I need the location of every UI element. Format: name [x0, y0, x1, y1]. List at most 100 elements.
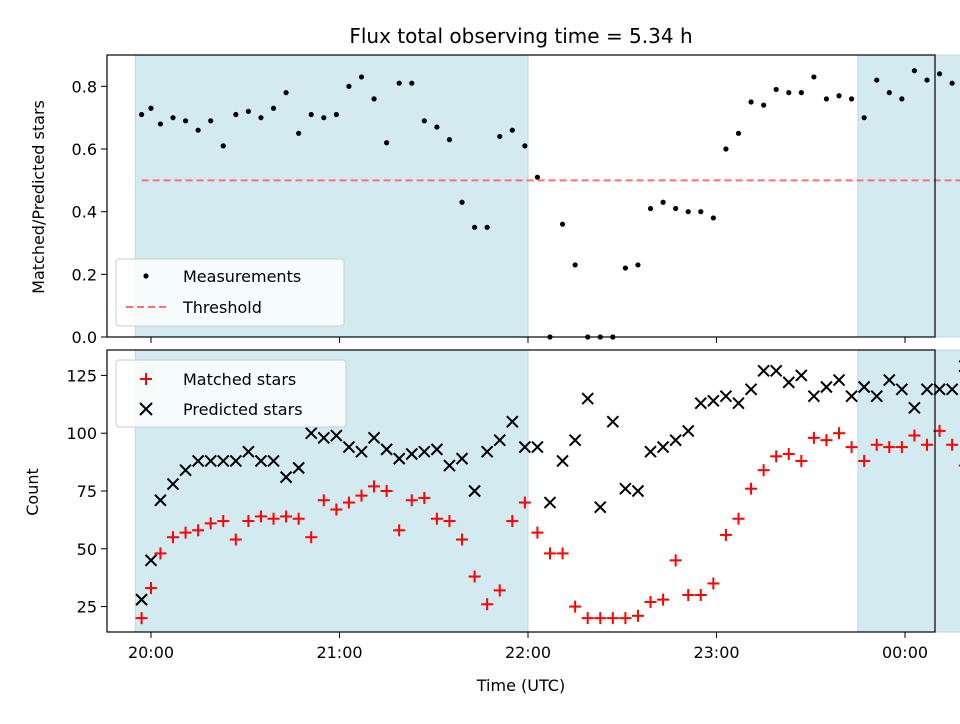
matched-star-point: [770, 450, 783, 463]
measurement-point: [270, 105, 277, 111]
measurement-point: [434, 124, 440, 130]
predicted-star-point: [204, 454, 217, 468]
matched-star-point: [305, 531, 318, 544]
predicted-star-point: [908, 401, 921, 414]
measurement-point: [497, 133, 503, 140]
measurement-point: [647, 205, 654, 212]
predicted-star-point: [644, 445, 657, 458]
measurement-point: [220, 143, 226, 149]
matched-star-point: [594, 612, 607, 625]
legend-predicted-label: Predicted stars: [183, 400, 303, 419]
matched-star-point: [506, 515, 519, 528]
predicted-star-point: [857, 380, 871, 394]
matched-star-point: [883, 441, 896, 454]
matched-star-point: [342, 496, 355, 509]
predicted-star-point: [807, 390, 821, 403]
matched-star-point: [644, 595, 657, 608]
x-tick-label: 20:00: [128, 643, 174, 662]
measurement-point: [245, 108, 251, 114]
top-legend-box: [115, 258, 345, 327]
measurement-point: [823, 96, 830, 102]
measurement-point: [698, 209, 704, 215]
matched-star-point: [833, 427, 846, 440]
matched-star-point: [795, 454, 808, 467]
predicted-star-point: [619, 482, 632, 495]
predicted-star-point: [531, 440, 544, 454]
measurement-point: [735, 130, 742, 136]
axis-ticks: 20:0021:0022:0023:0000:0001:0002:0003:00…: [66, 77, 928, 662]
measurement-point: [899, 96, 905, 102]
predicted-star-point: [945, 383, 959, 396]
matched-star-point: [745, 482, 758, 495]
legend-matched-marker: [140, 373, 152, 385]
matched-star-point: [468, 570, 481, 583]
measurement-point: [208, 118, 214, 124]
predicted-star-point: [443, 459, 456, 472]
matched-star-point: [518, 496, 531, 509]
bottom-y-tick-label: 125: [66, 366, 97, 385]
top-y-tick-label: 0.0: [72, 328, 97, 347]
matched-star-point: [179, 526, 192, 539]
matched-star-point: [619, 612, 632, 625]
measurement-point: [811, 74, 817, 80]
predicted-star-point: [719, 390, 733, 403]
predicted-star-point: [682, 424, 695, 438]
predicted-star-point: [581, 392, 594, 405]
predicted-star-point: [468, 484, 481, 498]
predicted-star-point: [355, 445, 368, 458]
predicted-star-point: [795, 369, 808, 382]
predicted-star-point: [144, 554, 158, 567]
measurement-point: [346, 83, 352, 89]
measurement-point: [572, 262, 578, 268]
predicted-star-point: [135, 593, 148, 606]
matched-star-point: [807, 431, 820, 444]
predicted-star-point: [631, 484, 645, 498]
matched-star-point: [682, 589, 695, 602]
predicted-star-point: [694, 396, 707, 410]
matched-star-point: [145, 582, 157, 595]
predicted-star-point: [342, 440, 356, 454]
predicted-star-point: [217, 454, 230, 468]
matched-star-point: [280, 510, 293, 523]
measurement-point: [371, 96, 377, 102]
bottom-legend: Matched stars Predicted stars: [115, 359, 347, 428]
matched-star-point: [355, 489, 368, 502]
measurement-point: [911, 68, 918, 74]
matched-star-point: [631, 609, 644, 622]
measurement-point: [484, 224, 490, 230]
matched-star-point: [920, 438, 933, 451]
matched-star-point: [405, 494, 418, 507]
top-panel-marks: [138, 68, 960, 340]
matched-star-point: [493, 584, 506, 597]
measurement-point: [622, 265, 628, 271]
chart-title: Flux total observing time = 5.34 h: [349, 24, 692, 48]
predicted-star-point: [305, 427, 318, 440]
matched-star-point: [757, 464, 770, 477]
predicted-star-point: [292, 461, 305, 475]
predicted-star-point: [732, 396, 745, 410]
measurement-point: [874, 77, 880, 83]
measurement-point: [723, 146, 729, 152]
measurement-point: [384, 140, 390, 146]
top-y-tick-label: 0.2: [72, 265, 97, 284]
x-tick-label: 21:00: [316, 643, 362, 662]
predicted-star-point: [606, 415, 620, 428]
predicted-star-point: [757, 364, 770, 378]
matched-star-point: [820, 434, 833, 447]
measurement-point: [333, 111, 339, 118]
measurement-point: [409, 80, 415, 86]
predicted-star-point: [556, 454, 569, 468]
measurement-point: [358, 74, 365, 80]
matched-star-point: [694, 589, 707, 602]
predicted-star-point: [267, 454, 280, 468]
measurement-point: [308, 111, 314, 118]
measurement-point: [233, 111, 239, 118]
matched-star-point: [481, 598, 494, 611]
matched-star-point: [292, 512, 305, 525]
measurement-point: [635, 262, 641, 268]
predicted-star-point: [480, 445, 494, 458]
predicted-star-point: [920, 383, 934, 396]
matched-star-point: [254, 510, 267, 523]
predicted-star-point: [782, 376, 795, 389]
matched-star-point: [531, 526, 544, 539]
